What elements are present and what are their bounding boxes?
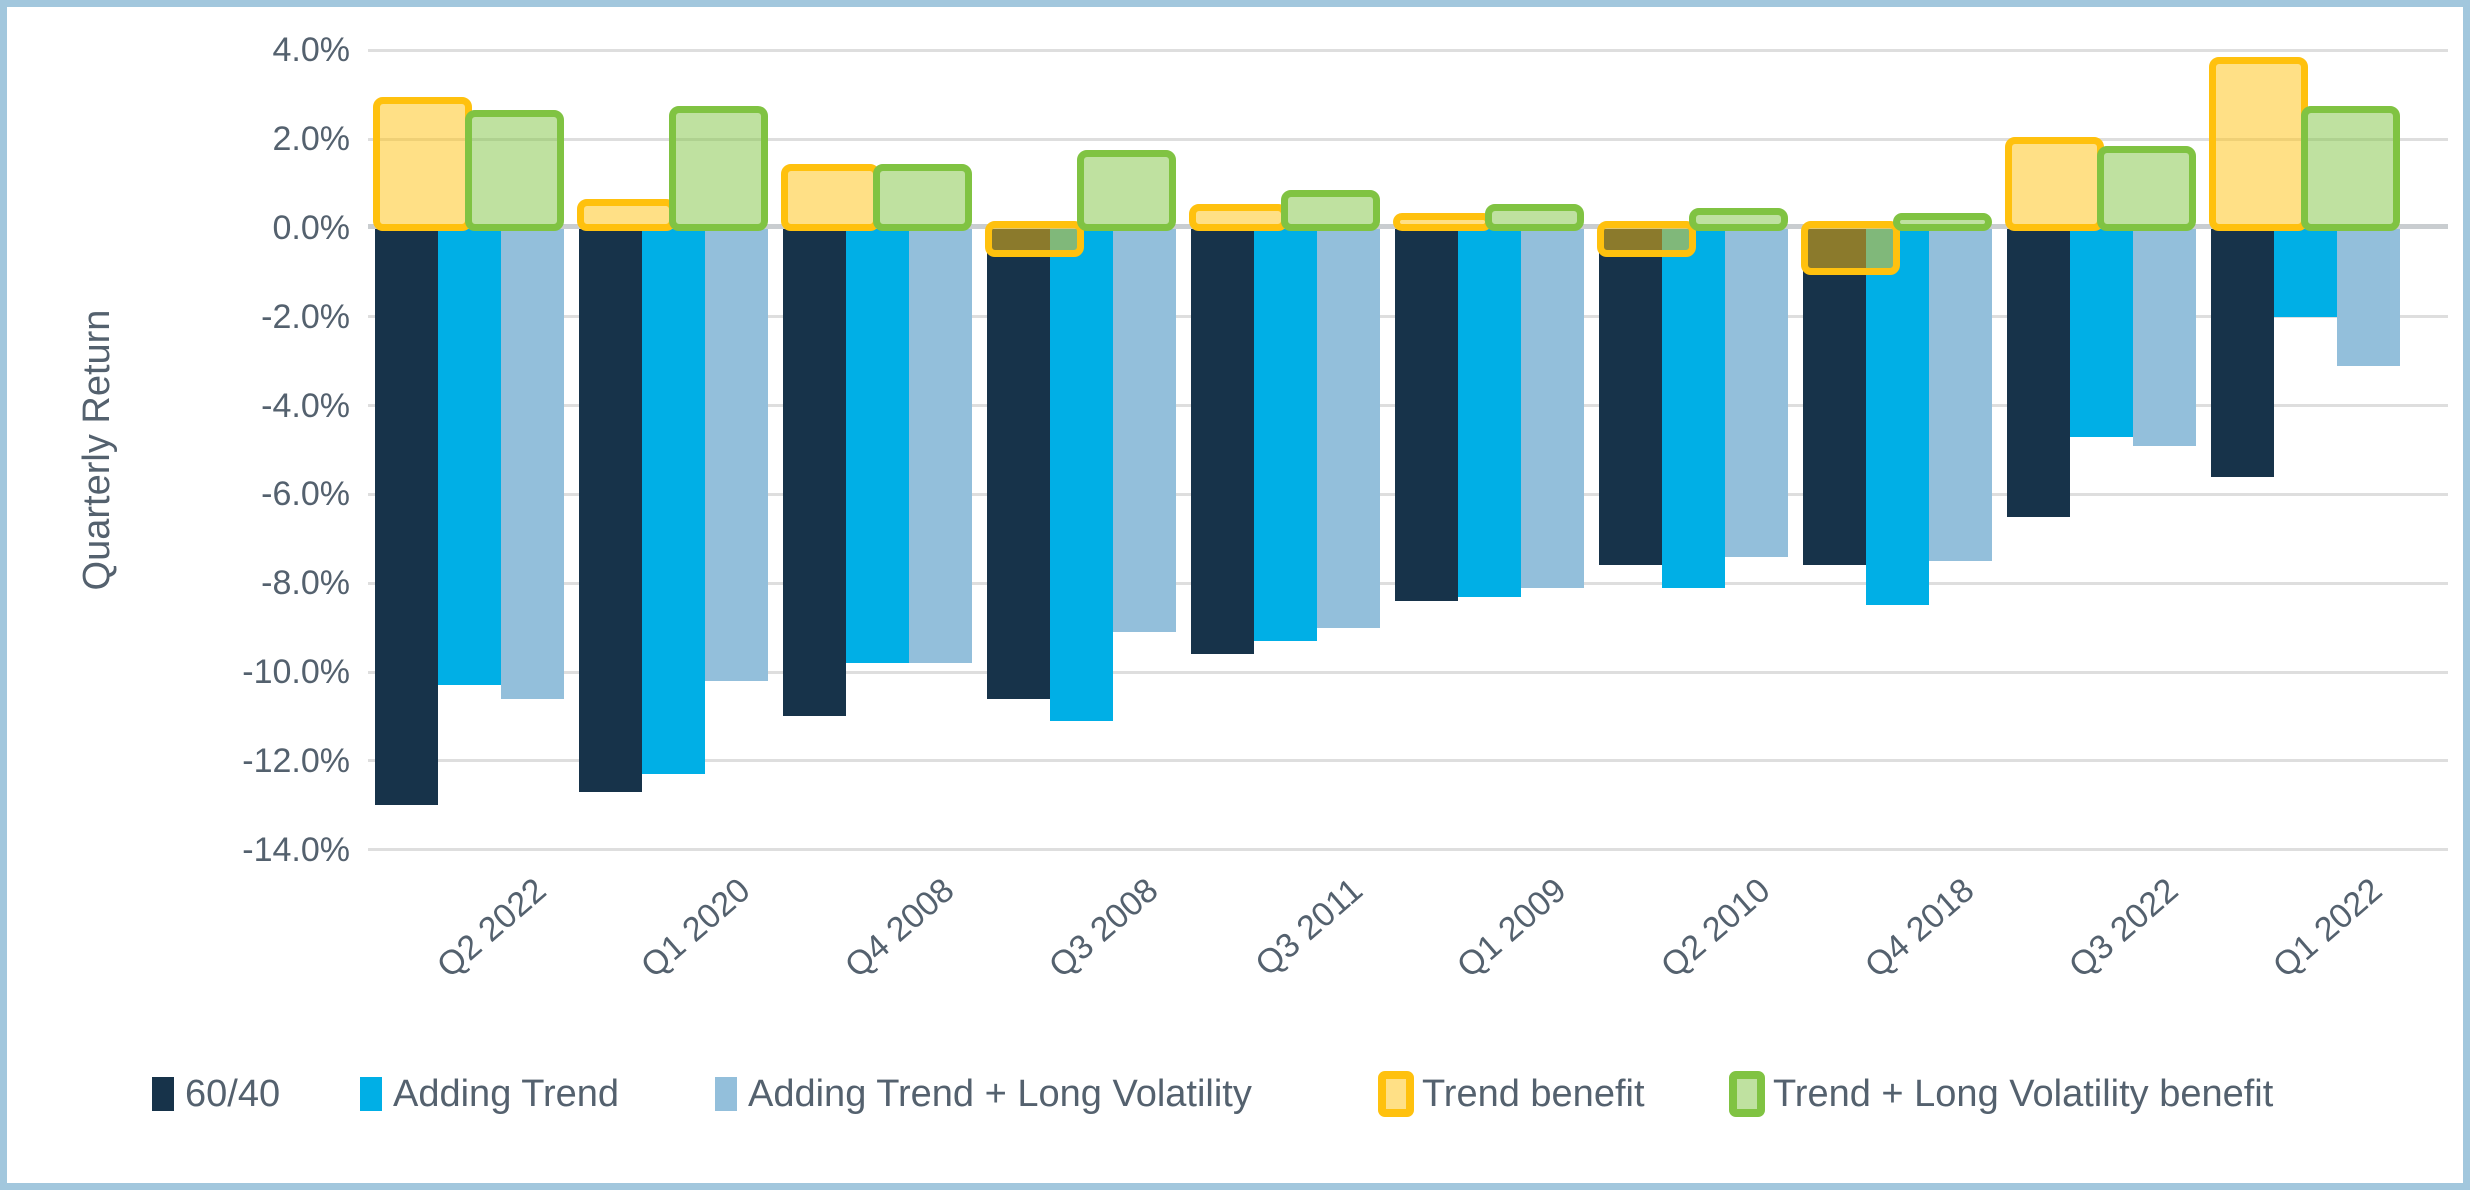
trend-benefit-box [985,221,1084,258]
legend-label-trend-long-volatility-benefit: Trend + Long Volatility benefit [1773,1072,2274,1115]
bar-adding-trend-long-volatility [1113,229,1176,633]
legend-item-adding-trend: Adding Trend [360,1066,619,1122]
trend-benefit-box [373,97,472,231]
y-tick-label: -12.0% [242,741,350,780]
trend-long-volatility-benefit-box [2097,145,2196,231]
legend-swatch-trend-benefit [1378,1071,1414,1117]
bar-60-40 [1599,229,1662,566]
x-tick-label: Q4 2018 [1858,871,1982,986]
gridline [368,137,2448,141]
bar-adding-trend [438,229,501,686]
bar-adding-trend-long-volatility [1929,229,1992,561]
trend-long-volatility-benefit-box [1077,150,1176,231]
trend-benefit-box [2209,57,2308,231]
x-tick-label: Q3 2022 [2062,871,2186,986]
trend-long-volatility-benefit-box [669,106,768,231]
legend-swatch-trend-long-volatility-benefit [1729,1071,1765,1117]
trend-long-volatility-benefit-box [2301,106,2400,231]
bar-adding-trend-long-volatility [1725,229,1788,557]
y-tick-label: -6.0% [261,475,350,514]
trend-benefit-box [1597,221,1696,258]
x-tick-label: Q1 2009 [1450,871,1574,986]
x-tick-label: Q1 2022 [2266,871,2390,986]
legend-label-60-40: 60/40 [185,1072,281,1115]
bar-adding-trend-long-volatility [705,229,768,681]
trend-long-volatility-benefit-box [1281,190,1380,231]
trend-benefit-box [2005,137,2104,231]
gridline [368,759,2448,763]
x-tick-label: Q2 2010 [1654,871,1778,986]
bar-adding-trend [642,229,705,775]
trend-benefit-box [1393,212,1492,231]
x-tick-label: Q1 2020 [634,871,758,986]
bar-adding-trend [1866,229,1929,606]
gridline [368,48,2448,52]
gridline [368,670,2448,674]
bar-adding-trend [1662,229,1725,588]
legend-swatch-adding-trend-long-volatility [715,1077,737,1111]
trend-long-volatility-benefit-box [1485,203,1584,231]
bar-60-40 [987,229,1050,699]
legend-item-trend-long-volatility-benefit: Trend + Long Volatility benefit [1729,1066,2273,1122]
bar-60-40 [579,229,642,792]
y-axis-title: Quarterly Return [76,309,118,591]
trend-long-volatility-benefit-box [873,163,972,231]
bar-adding-trend [2070,229,2133,437]
x-tick-label: Q3 2011 [1247,871,1370,984]
legend-label-trend-benefit: Trend benefit [1422,1072,1645,1115]
trend-benefit-box [1189,203,1288,231]
bar-60-40 [1803,229,1866,566]
y-tick-label: -2.0% [261,297,350,336]
bar-adding-trend-long-volatility [501,229,564,699]
y-tick-label: 2.0% [272,120,351,159]
bar-adding-trend [2274,229,2337,317]
bar-60-40 [2007,229,2070,517]
trend-long-volatility-benefit-box [1689,208,1788,231]
gridline [368,848,2448,852]
bar-adding-trend [1050,229,1113,721]
legend-swatch-adding-trend [360,1077,382,1111]
bar-60-40 [1191,229,1254,655]
bar-60-40 [783,229,846,717]
bar-60-40 [1395,229,1458,601]
trend-benefit-box [577,199,676,231]
x-tick-label: Q3 2008 [1042,871,1166,986]
bar-adding-trend-long-volatility [2133,229,2196,446]
legend-item-trend-benefit: Trend benefit [1378,1066,1645,1122]
legend-swatch-60-40 [152,1077,174,1111]
y-tick-label: -14.0% [242,830,350,869]
bar-adding-trend [846,229,909,664]
trend-benefit-box [1801,221,1900,275]
legend-label-adding-trend-long-volatility: Adding Trend + Long Volatility [748,1072,1252,1115]
y-tick-label: -4.0% [261,386,350,425]
legend-item-60-40: 60/40 [152,1066,280,1122]
legend-item-adding-trend-long-volatility: Adding Trend + Long Volatility [715,1066,1252,1122]
trend-long-volatility-benefit-box [1893,212,1992,231]
bar-adding-trend [1254,229,1317,641]
bar-adding-trend-long-volatility [2337,229,2400,366]
bar-adding-trend-long-volatility [1521,229,1584,588]
y-tick-label: -8.0% [261,564,350,603]
bar-adding-trend [1458,229,1521,597]
y-tick-label: 4.0% [272,31,351,70]
trend-long-volatility-benefit-box [465,110,564,231]
bar-60-40 [2211,229,2274,477]
y-tick-label: 0.0% [272,209,351,247]
trend-benefit-box [781,163,880,231]
legend-label-adding-trend: Adding Trend [393,1072,620,1115]
x-tick-label: Q4 2008 [838,871,962,986]
bar-adding-trend-long-volatility [1317,229,1380,628]
y-tick-label: -10.0% [242,653,350,691]
x-tick-label: Q2 2022 [430,871,554,986]
bar-adding-trend-long-volatility [909,229,972,664]
bar-60-40 [375,229,438,806]
